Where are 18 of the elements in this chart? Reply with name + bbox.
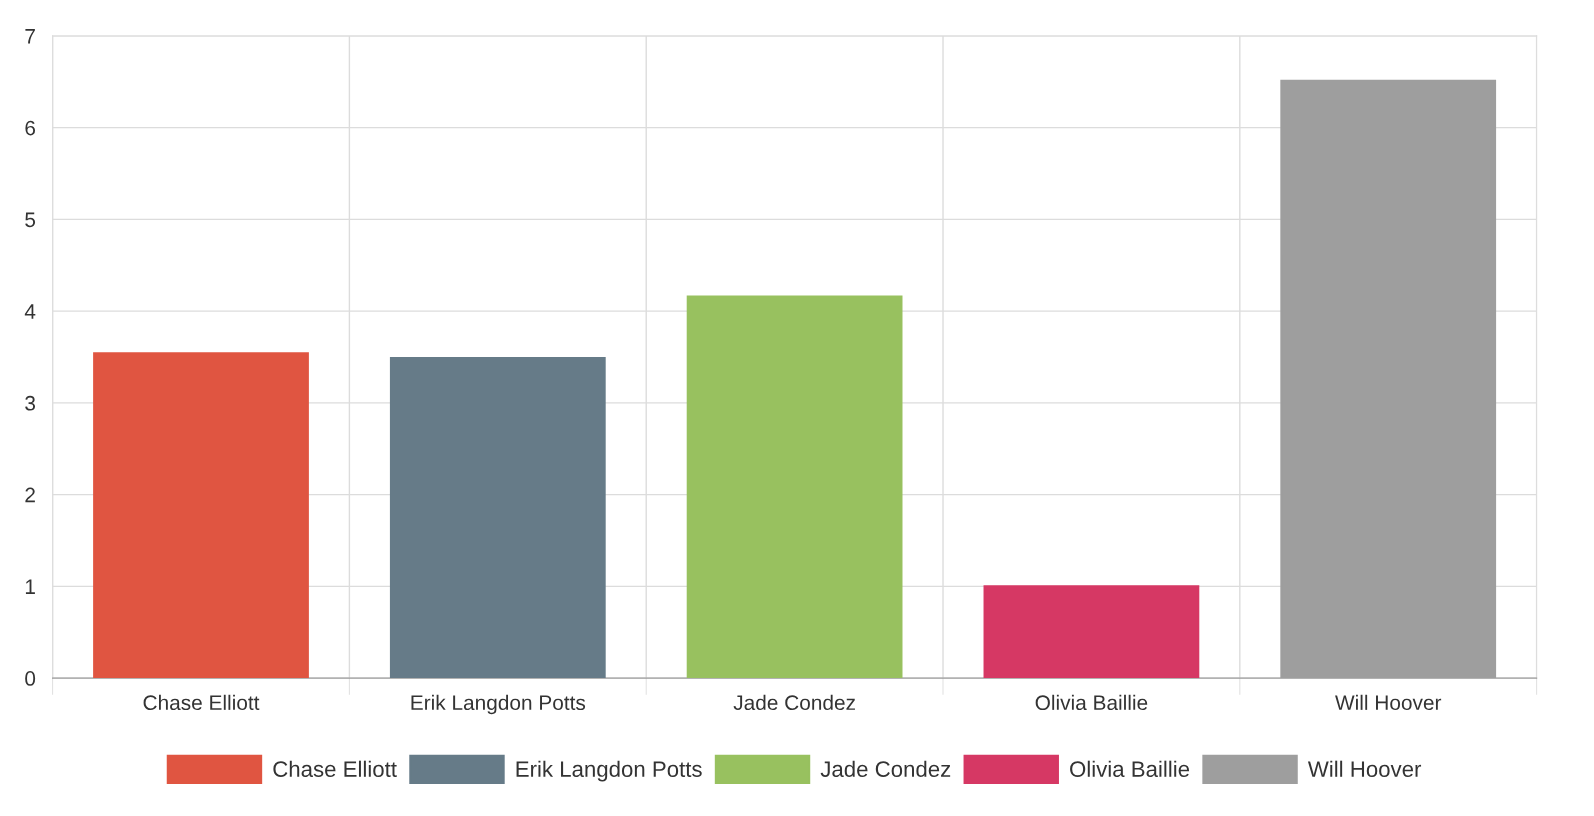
- y-tick-label: 6: [25, 120, 36, 136]
- y-tick-label: 4: [24, 304, 36, 319]
- legend-label: Will Hoover: [1307, 760, 1422, 777]
- y-tick-label: 3: [25, 395, 36, 411]
- x-tick-label: Erik Langdon Potts: [411, 694, 586, 715]
- x-tick-label: Chase Elliott: [143, 694, 260, 711]
- y-tick-label: 7: [25, 29, 35, 44]
- x-tick-label: Will Hoover: [1335, 694, 1442, 711]
- y-tick-label: 0: [25, 671, 36, 686]
- x-tick-label: Jade Condez: [733, 694, 855, 711]
- y-tick-label: 1: [25, 579, 35, 594]
- legend-label: Jade Condez: [820, 760, 951, 777]
- legend-label: Chase Elliott: [273, 760, 397, 777]
- x-tick-label: Olivia Baillie: [1035, 694, 1148, 711]
- y-tick-label: 2: [25, 487, 35, 503]
- legend-label: Olivia Baillie: [1070, 760, 1190, 777]
- y-tick-label: 5: [25, 212, 36, 228]
- legend-label: Erik Langdon Potts: [516, 760, 702, 782]
